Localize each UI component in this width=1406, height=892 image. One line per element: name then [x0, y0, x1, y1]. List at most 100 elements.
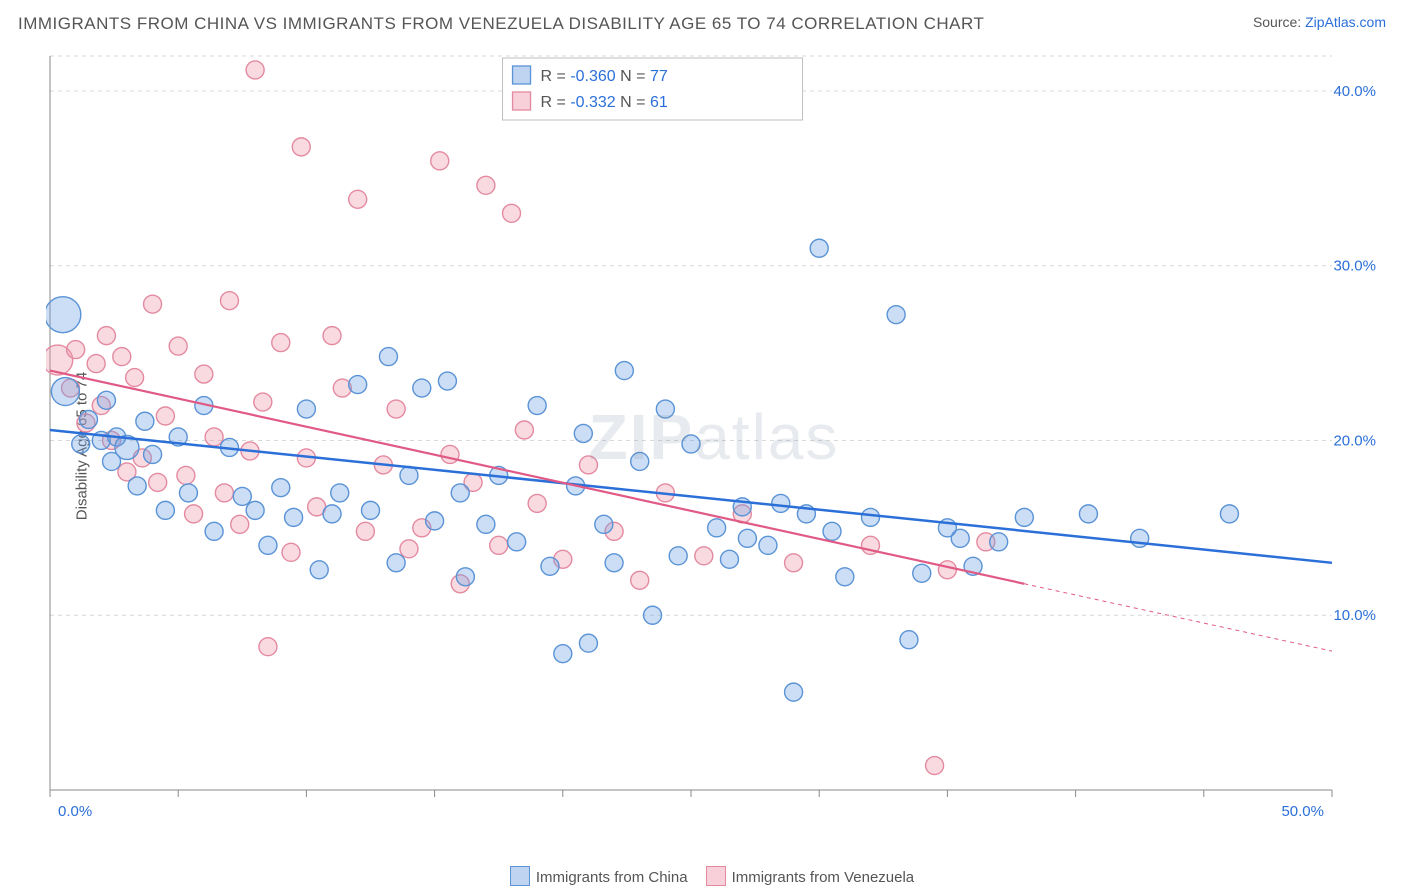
data-point [515, 421, 533, 439]
data-point [310, 561, 328, 579]
data-point [441, 445, 459, 463]
data-point [508, 533, 526, 551]
data-point [272, 334, 290, 352]
data-point [900, 631, 918, 649]
data-point [195, 365, 213, 383]
data-point [156, 501, 174, 519]
data-point [938, 561, 956, 579]
data-point [246, 501, 264, 519]
legend-stats-text: R = -0.360 N = 77 [541, 68, 668, 85]
data-point [887, 306, 905, 324]
data-point [836, 568, 854, 586]
data-point [72, 435, 90, 453]
data-point [79, 411, 97, 429]
data-point [669, 547, 687, 565]
data-point [185, 505, 203, 523]
data-point [231, 515, 249, 533]
data-point [615, 362, 633, 380]
data-point [708, 519, 726, 537]
data-point [113, 348, 131, 366]
data-point [205, 428, 223, 446]
data-point [413, 379, 431, 397]
data-point [297, 400, 315, 418]
data-point [156, 407, 174, 425]
y-tick-label: 20.0% [1333, 432, 1376, 449]
data-point [259, 536, 277, 554]
data-point [246, 61, 264, 79]
data-point [1015, 508, 1033, 526]
data-point [656, 400, 674, 418]
data-point [387, 400, 405, 418]
data-point [272, 479, 290, 497]
legend-stats-text: R = -0.332 N = 61 [541, 94, 668, 111]
chart-svg: 10.0% 20.0% 30.0% 40.0% 0.0% 50.0% R = -0.360 … [46, 48, 1382, 838]
data-point [282, 543, 300, 561]
source-attribution: Source: ZipAtlas.com [1253, 14, 1386, 30]
data-point [67, 341, 85, 359]
data-point [595, 515, 613, 533]
data-point [785, 683, 803, 701]
data-point [144, 445, 162, 463]
data-point [136, 412, 154, 430]
data-point [323, 505, 341, 523]
data-point [87, 355, 105, 373]
chart-plot-area: 10.0% 20.0% 30.0% 40.0% 0.0% 50.0% R = -0.360 … [46, 48, 1382, 838]
data-point [644, 606, 662, 624]
x-tick-label: 0.0% [58, 803, 92, 820]
data-point [215, 484, 233, 502]
data-point [233, 487, 251, 505]
x-tick-label: 50.0% [1281, 803, 1324, 820]
y-tick-label: 40.0% [1333, 83, 1376, 100]
data-point [810, 239, 828, 257]
data-point [285, 508, 303, 526]
data-point [772, 494, 790, 512]
data-point [528, 494, 546, 512]
legend-label: Immigrants from Venezuela [732, 869, 915, 886]
data-point [149, 473, 167, 491]
data-point [97, 391, 115, 409]
y-tick-label: 10.0% [1333, 607, 1376, 624]
y-tick-label: 30.0% [1333, 258, 1376, 275]
data-point [990, 533, 1008, 551]
data-point [528, 397, 546, 415]
data-point [456, 568, 474, 586]
data-point [179, 484, 197, 502]
data-point [861, 508, 879, 526]
data-point [259, 638, 277, 656]
legend-swatch [510, 866, 530, 886]
data-point [477, 515, 495, 533]
data-point [169, 337, 187, 355]
data-point [759, 536, 777, 554]
data-point [913, 564, 931, 582]
data-point [379, 348, 397, 366]
data-point [579, 456, 597, 474]
data-point [1220, 505, 1238, 523]
data-point [97, 327, 115, 345]
legend-swatch [513, 66, 531, 84]
data-point [541, 557, 559, 575]
data-point [926, 757, 944, 775]
data-point [387, 554, 405, 572]
data-point [631, 571, 649, 589]
data-point [605, 554, 623, 572]
data-point [574, 424, 592, 442]
data-point [738, 529, 756, 547]
data-point [400, 540, 418, 558]
data-point [631, 452, 649, 470]
data-point [682, 435, 700, 453]
data-point [331, 484, 349, 502]
data-point [323, 327, 341, 345]
source-link[interactable]: ZipAtlas.com [1305, 14, 1386, 30]
data-point [220, 292, 238, 310]
data-point [503, 204, 521, 222]
data-point [205, 522, 223, 540]
data-point [451, 484, 469, 502]
data-point [349, 190, 367, 208]
data-point [477, 176, 495, 194]
data-point [579, 634, 597, 652]
legend-swatch [706, 866, 726, 886]
data-point [823, 522, 841, 540]
data-point [46, 297, 81, 333]
data-point [400, 466, 418, 484]
trend-extrapolation [1024, 584, 1332, 651]
